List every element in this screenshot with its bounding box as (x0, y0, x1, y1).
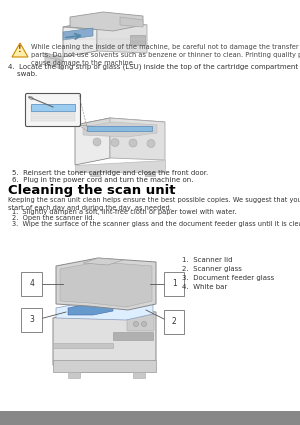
Polygon shape (70, 12, 143, 31)
Text: 3.  Wipe the surface of the scanner glass and the document feeder glass until it: 3. Wipe the surface of the scanner glass… (12, 221, 300, 227)
Circle shape (142, 321, 146, 326)
FancyBboxPatch shape (145, 172, 155, 176)
Polygon shape (12, 43, 28, 57)
Polygon shape (75, 160, 165, 172)
Text: 2.  Open the scanner lid.: 2. Open the scanner lid. (12, 215, 94, 221)
Circle shape (147, 139, 155, 147)
FancyBboxPatch shape (87, 126, 152, 131)
Text: 4: 4 (29, 280, 34, 289)
Polygon shape (63, 21, 147, 31)
Polygon shape (56, 300, 153, 320)
Polygon shape (68, 302, 113, 315)
Polygon shape (83, 258, 123, 265)
FancyBboxPatch shape (127, 314, 154, 331)
Text: 1.  Slightly dampen a soft, lint-free cloth or paper towel with water.: 1. Slightly dampen a soft, lint-free clo… (12, 209, 236, 215)
FancyBboxPatch shape (26, 94, 80, 127)
Polygon shape (60, 262, 152, 307)
Text: 5.  Reinsert the toner cartridge and close the front door.: 5. Reinsert the toner cartridge and clos… (12, 170, 208, 176)
Polygon shape (110, 118, 165, 160)
Polygon shape (56, 258, 156, 310)
Circle shape (134, 321, 139, 326)
Polygon shape (120, 17, 143, 27)
Polygon shape (63, 21, 97, 57)
FancyBboxPatch shape (31, 118, 75, 121)
FancyBboxPatch shape (0, 411, 300, 425)
Text: 1: 1 (172, 280, 177, 289)
FancyBboxPatch shape (31, 114, 75, 117)
Polygon shape (75, 118, 165, 129)
Polygon shape (63, 28, 93, 40)
Text: 3: 3 (29, 315, 34, 325)
FancyBboxPatch shape (53, 343, 113, 348)
FancyBboxPatch shape (31, 106, 75, 109)
Text: 4.  White bar: 4. White bar (182, 284, 227, 290)
Text: 1.  Scanner lid: 1. Scanner lid (182, 257, 232, 263)
Text: 2.  Scanner glass: 2. Scanner glass (182, 266, 242, 272)
Polygon shape (97, 21, 147, 53)
Text: 6.  Plug in the power cord and turn the machine on.: 6. Plug in the power cord and turn the m… (12, 177, 194, 183)
FancyBboxPatch shape (31, 104, 75, 111)
Text: 4.  Locate the long strip of glass (LSU) inside the top of the cartridge compart: 4. Locate the long strip of glass (LSU) … (8, 63, 300, 77)
FancyBboxPatch shape (31, 110, 75, 113)
Polygon shape (83, 122, 157, 137)
FancyBboxPatch shape (68, 372, 80, 378)
Polygon shape (53, 308, 156, 372)
Text: !: ! (18, 45, 22, 54)
FancyBboxPatch shape (133, 372, 145, 378)
Text: Keeping the scan unit clean helps ensure the best possible copies. We suggest th: Keeping the scan unit clean helps ensure… (8, 197, 300, 210)
Polygon shape (45, 53, 63, 70)
Circle shape (129, 139, 137, 147)
Text: 3.  Document feeder glass: 3. Document feeder glass (182, 275, 274, 281)
Text: 2: 2 (172, 317, 177, 326)
Text: Cleaning the scan unit: Cleaning the scan unit (8, 184, 175, 197)
FancyBboxPatch shape (90, 172, 100, 176)
Text: While cleaning the inside of the machine, be careful not to damage the transfer : While cleaning the inside of the machine… (31, 44, 300, 66)
Circle shape (111, 139, 119, 147)
Polygon shape (75, 118, 110, 165)
Polygon shape (45, 53, 63, 61)
FancyBboxPatch shape (130, 35, 145, 45)
Ellipse shape (29, 96, 33, 100)
Circle shape (93, 138, 101, 146)
FancyBboxPatch shape (113, 332, 153, 340)
FancyBboxPatch shape (53, 360, 156, 372)
